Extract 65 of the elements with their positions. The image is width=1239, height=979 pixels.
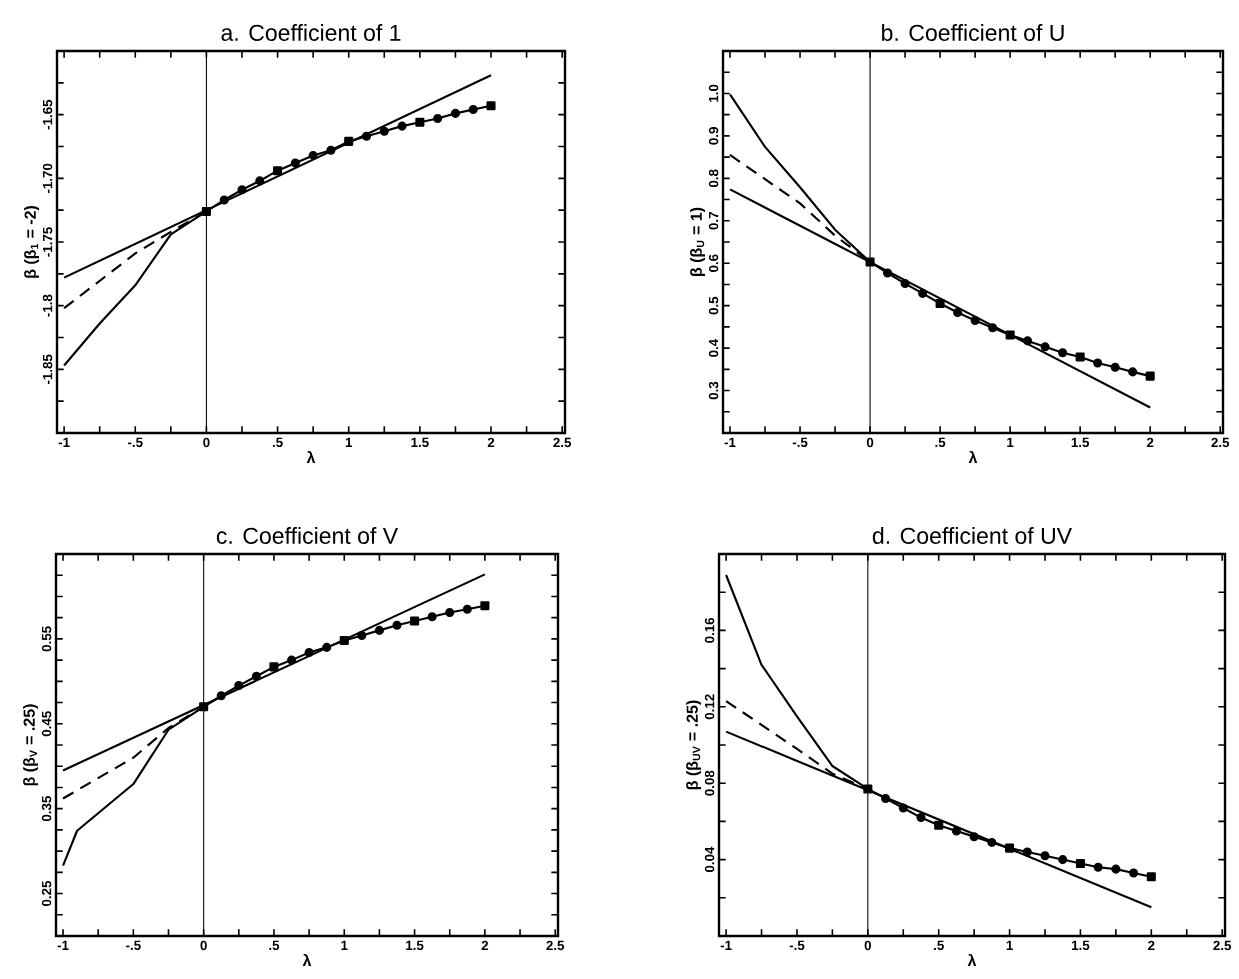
x-tick-label: .5 — [935, 437, 946, 447]
y-tick-label: 0.12 — [704, 694, 715, 720]
x-tick-label: 2 — [1148, 940, 1155, 951]
x-tick-label: -.5 — [792, 437, 808, 447]
x-tick-label: 2 — [487, 437, 495, 448]
y-axis-title: β (β$_{U}$ = 1) — [690, 207, 706, 276]
x-tick-label: -1 — [724, 437, 736, 447]
x-tick-label: 2.5 — [546, 940, 565, 951]
x-tick-label: 1 — [1006, 940, 1013, 950]
x-tick-label: .5 — [269, 940, 280, 951]
x-tick-label: 2 — [481, 940, 489, 951]
y-tick-label: 0.25 — [41, 880, 52, 907]
y-tick-label: 0.7 — [708, 212, 719, 230]
x-tick-label: 0 — [864, 940, 872, 951]
x-axis-title: λ — [306, 450, 316, 463]
x-tick-label: 2.5 — [1211, 437, 1230, 448]
y-tick-label: 0.35 — [41, 796, 52, 822]
x-tick-label: 0 — [203, 437, 210, 448]
chart-title: c. Coefficient of V — [216, 527, 399, 544]
x-tick-label: 1 — [341, 940, 348, 950]
y-tick-label: 0.8 — [708, 169, 719, 188]
y-tick-label: -1.65 — [42, 99, 53, 130]
x-tick-label: 1 — [1007, 437, 1014, 447]
x-tick-label: .5 — [934, 940, 944, 951]
y-tick-label: 0.6 — [708, 254, 719, 272]
y-axis-title: β (β$_{V}$ = .25) — [23, 704, 39, 786]
y-axis-title: β (β$_{1}$ = -2) — [24, 205, 40, 278]
y-tick-label: 0.5 — [708, 296, 719, 315]
y-tick-label: 0.16 — [704, 617, 715, 643]
x-axis-title: λ — [302, 953, 312, 966]
x-axis-title: λ — [967, 953, 977, 966]
y-tick-label: 0.4 — [708, 338, 719, 357]
x-tick-label: 1 — [345, 437, 353, 447]
x-tick-label: 2 — [1146, 437, 1154, 448]
y-tick-label: 0.04 — [704, 846, 715, 873]
x-tick-label: 1.5 — [1072, 940, 1090, 951]
y-tick-label: -1.85 — [42, 354, 53, 384]
x-tick-label: .5 — [272, 437, 283, 447]
y-axis-title: β (β$_{UV}$ = .25) — [686, 700, 702, 790]
x-tick-label: 0 — [200, 940, 207, 951]
x-tick-label: 1.5 — [411, 437, 429, 447]
y-tick-label: -1.8 — [42, 294, 53, 317]
x-tick-label: -.5 — [789, 940, 805, 951]
y-tick-label: -1.75 — [42, 227, 53, 257]
chart-title: a. Coefficient of 1 — [221, 24, 401, 41]
x-tick-label: 2.5 — [553, 437, 572, 448]
x-tick-label: 0 — [866, 437, 874, 448]
chart-title: b. Coefficient of U — [882, 24, 1064, 41]
x-tick-label: 2.5 — [1213, 940, 1232, 951]
x-tick-label: 1.5 — [406, 940, 424, 951]
y-tick-label: 0.08 — [704, 770, 715, 796]
x-tick-label: 1.5 — [1071, 437, 1090, 447]
x-tick-label: -1 — [720, 940, 732, 950]
y-tick-label: 0.45 — [41, 711, 52, 737]
y-tick-label: 0.55 — [41, 626, 52, 652]
x-tick-label: -.5 — [126, 940, 141, 951]
x-axis-title: λ — [968, 450, 978, 463]
y-tick-label: -1.70 — [42, 163, 53, 193]
chart-title: d. Coefficient of UV — [872, 527, 1072, 544]
y-tick-label: 0.9 — [708, 127, 719, 145]
y-tick-label: 0.3 — [708, 381, 719, 400]
y-tick-label: 1.0 — [708, 84, 719, 102]
x-tick-label: -1 — [58, 437, 70, 447]
x-tick-label: -1 — [57, 940, 69, 950]
x-tick-label: -.5 — [128, 437, 143, 447]
